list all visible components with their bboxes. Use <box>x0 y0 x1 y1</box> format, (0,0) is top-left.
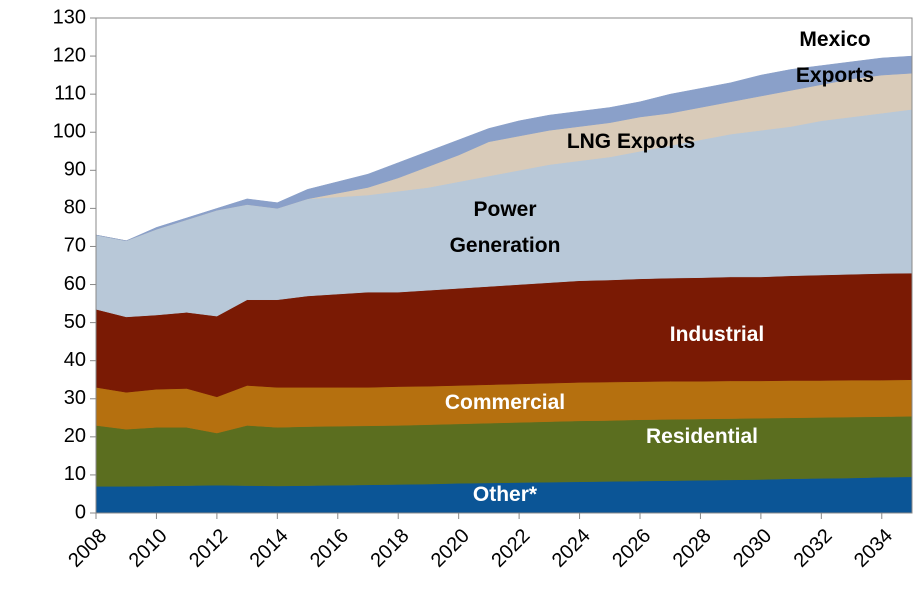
x-tick-label: 2016 <box>306 525 353 572</box>
y-tick-label: 130 <box>53 6 86 28</box>
y-tick-label: 30 <box>64 387 86 409</box>
y-tick-label: 90 <box>64 159 86 181</box>
y-tick-label: 100 <box>53 121 86 143</box>
x-tick-label: 2020 <box>427 525 474 572</box>
x-tick-label: 2028 <box>669 525 716 572</box>
y-tick-label: 110 <box>54 82 86 104</box>
plot-frame <box>95 17 913 514</box>
x-tick-label: 2018 <box>366 525 413 572</box>
x-tick-label: 2008 <box>64 525 111 572</box>
y-tick-label: 120 <box>53 44 86 66</box>
y-tick-label: 60 <box>64 273 86 295</box>
x-tick-label: 2034 <box>850 525 897 572</box>
y-tick-label: 0 <box>75 501 86 523</box>
x-tick-label: 2030 <box>729 525 776 572</box>
y-tick-label: 80 <box>64 197 86 219</box>
y-tick-label: 10 <box>64 463 86 485</box>
x-tick-label: 2026 <box>608 525 655 572</box>
series-label: LNG Exports <box>566 130 696 153</box>
y-tick-label: 70 <box>64 235 86 257</box>
series-label: Residential <box>645 425 759 448</box>
y-tick-label: 20 <box>64 425 86 447</box>
x-tick-label: 2024 <box>548 525 595 572</box>
series-label: Commercial <box>444 391 566 414</box>
y-tick-label: 50 <box>64 311 86 333</box>
x-tick-label: 2012 <box>185 525 232 572</box>
series-label: Other* <box>472 483 538 506</box>
y-tick-label: 40 <box>64 349 86 371</box>
series-label: Power Generation <box>449 198 561 257</box>
x-tick-label: 2014 <box>246 525 293 572</box>
x-tick-label: 2010 <box>125 525 172 572</box>
x-tick-label: 2032 <box>790 525 837 572</box>
x-tick-label: 2022 <box>487 525 534 572</box>
series-label: Mexico Exports <box>795 28 875 87</box>
series-label: Industrial <box>669 323 765 346</box>
